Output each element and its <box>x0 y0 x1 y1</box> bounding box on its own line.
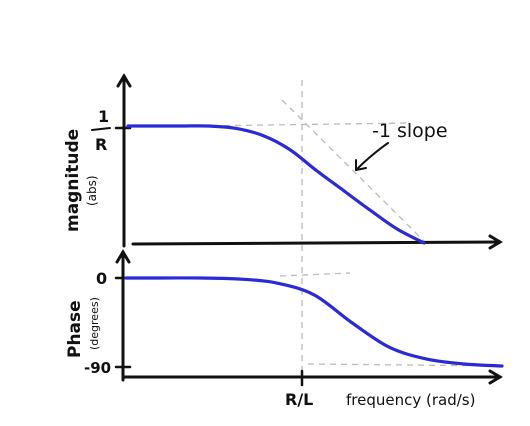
magnitude-x-axis <box>131 240 502 246</box>
magnitude-slope-asymptote <box>281 99 429 246</box>
magnitude-tick-denominator: R <box>95 135 107 154</box>
magnitude-axis-label: magnitude <box>63 129 83 232</box>
phase-x-axis-arrow <box>488 369 503 385</box>
magnitude-tick-numerator: 1 <box>98 107 109 126</box>
phase-zero-guide <box>279 272 351 277</box>
phase-axis-label: Phase <box>65 300 85 358</box>
magnitude-axes <box>114 73 503 250</box>
slope-annotation-arrowhead <box>355 159 367 171</box>
magnitude-y-axis-arrow <box>116 73 132 88</box>
phase-curve <box>124 276 504 368</box>
slope-annotation-arrow <box>355 142 389 171</box>
phase-axis-unit: (degrees) <box>88 297 101 350</box>
magnitude-curve <box>126 124 426 245</box>
magnitude-axis-unit: (abs) <box>85 175 99 206</box>
phase-tick-0-label: 0 <box>96 269 107 288</box>
slope-annotation: -1 slope <box>372 120 448 142</box>
phase-tick-neg90-label: -90 <box>84 359 111 377</box>
corner-frequency-label: R/L <box>285 390 313 409</box>
magnitude-x-axis-arrow <box>488 234 503 250</box>
phase-y-axis-arrow <box>115 249 131 264</box>
phase-axes <box>114 249 503 387</box>
frequency-axis-label: frequency (rad/s) <box>346 391 475 409</box>
magnitude-tick-fraction-bar <box>91 127 111 131</box>
